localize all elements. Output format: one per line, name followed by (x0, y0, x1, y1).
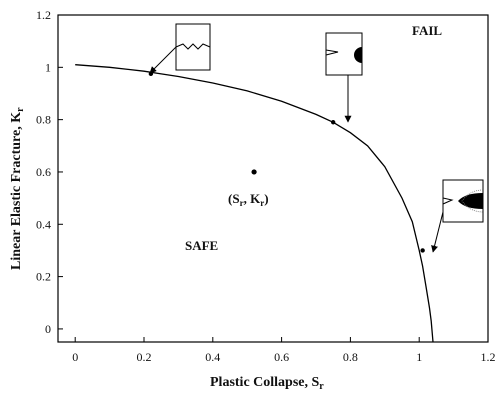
x-tick-label: 0.8 (343, 350, 358, 364)
fail-label: FAIL (412, 23, 442, 38)
y-tick-label: 0.6 (36, 165, 51, 179)
crack-illustration-mixed (325, 32, 363, 76)
y-tick-label: 0.8 (36, 113, 51, 127)
safe-label: SAFE (185, 238, 218, 253)
x-tick-label: 0.4 (205, 350, 220, 364)
y-ticks: 0 0.2 0.4 0.6 0.8 1 1.2 (36, 8, 63, 336)
assessment-point-label: (Sr, Kr) (228, 191, 269, 208)
x-ticks: 0 0.2 0.4 0.6 0.8 1 1.2 (72, 337, 496, 364)
y-tick-label: 0.2 (36, 270, 51, 284)
x-tick-label: 0.2 (137, 350, 152, 364)
x-tick-label: 1 (416, 350, 422, 364)
assessment-point (251, 169, 257, 175)
curve-points (148, 71, 425, 253)
crack-illustration-collapse (442, 179, 484, 223)
curve-marker-point (420, 248, 425, 253)
y-tick-label: 0 (45, 322, 51, 336)
x-tick-label: 0 (72, 350, 78, 364)
y-tick-label: 1.2 (36, 8, 51, 22)
y-tick-label: 0.4 (36, 217, 51, 231)
y-tick-label: 1 (45, 60, 51, 74)
failure-assessment-curve (75, 64, 434, 343)
curve-marker-point (331, 120, 336, 125)
arrow-to-collapse-point (431, 211, 444, 253)
crack-illustration-fracture (175, 23, 211, 71)
y-axis-label: Linear Elastic Fracture, Kr (9, 107, 26, 270)
x-axis-label: Plastic Collapse, Sr (210, 375, 324, 392)
plot-frame (57, 14, 489, 343)
x-tick-label: 1.2 (481, 350, 496, 364)
x-tick-label: 0.6 (274, 350, 289, 364)
arrow-to-fracture-point (149, 46, 177, 74)
